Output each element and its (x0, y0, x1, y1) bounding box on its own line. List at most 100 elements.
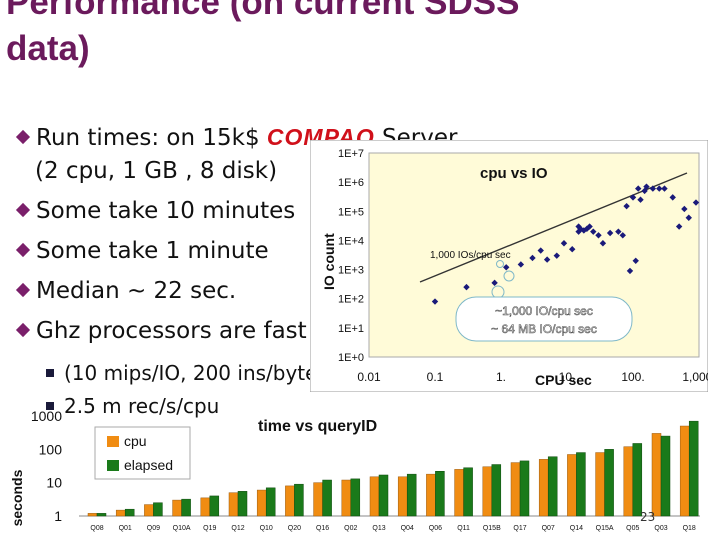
cpu-bar (454, 469, 464, 517)
cpu-bar (397, 476, 408, 517)
elapsed-bar (632, 443, 643, 517)
bar-chart-title: time vs queryID (258, 418, 377, 435)
scatter-x-tick-label: 1,000. (682, 370, 708, 384)
scatter-y-tick-label: 1E+6 (338, 177, 364, 189)
bar-x-tick-label: Q17 (513, 525, 526, 532)
elapsed-bar (350, 478, 361, 517)
scatter-y-tick-label: 1E+4 (338, 235, 364, 247)
cpu-bar (510, 462, 521, 517)
bar-x-tick-label: Q14 (570, 525, 583, 532)
bullet-text: Some take 1 minute (36, 238, 269, 264)
bullet-text: Ghz processors are fast! (36, 318, 316, 344)
scatter-point (669, 194, 676, 201)
cpu-bar (369, 476, 380, 517)
scatter-x-tick-label: 1. (496, 370, 506, 384)
bar-y-tick-label: 100 (39, 441, 63, 457)
elapsed-bar (294, 483, 304, 517)
bullet-one-minute: Some take 1 minute (15, 238, 269, 264)
scatter-y-tick-label: 1E+2 (338, 294, 364, 306)
bar-x-tick-label: Q19 (203, 525, 216, 532)
cpu-bar (228, 492, 239, 517)
bar-x-tick-label: Q11 (457, 525, 470, 532)
scatter-point (569, 246, 576, 253)
cpu-bar (538, 459, 549, 517)
scatter-y-tick-label: 1E+5 (338, 206, 364, 218)
scatter-point (637, 196, 644, 203)
diamond-bullet-icon (15, 202, 31, 218)
elapsed-bar (406, 473, 417, 517)
bullet-ten-minutes: Some take 10 minutes (15, 198, 296, 224)
bar-x-tick-label: Q15A (596, 525, 614, 532)
cpu-bar (313, 482, 323, 517)
cpu-bar (679, 425, 690, 517)
elapsed-bar (604, 449, 614, 517)
bullet-ghz: Ghz processors are fast! (15, 318, 316, 344)
scatter-point (661, 185, 668, 192)
scatter-point (619, 232, 626, 239)
elapsed-bar (435, 471, 445, 517)
square-bullet-icon (46, 402, 54, 410)
bar-x-tick-label: Q08 (90, 525, 103, 532)
elapsed-bar (519, 460, 530, 517)
bullet-run-times: Run times: on 15k$ COMPAQ Server (15, 124, 457, 151)
scatter-point (626, 267, 634, 275)
legend-elapsed-label: elapsed (124, 457, 173, 473)
subbullet-text: (10 mips/IO, 200 ins/byte) (64, 361, 326, 385)
bullet-median: Median ~ 22 sec. (15, 278, 236, 304)
cpu-bar (285, 485, 295, 517)
elapsed-bar (463, 467, 473, 517)
callout-bubble-mid (503, 270, 515, 282)
elapsed-bar (491, 464, 502, 517)
elapsed-bar (181, 498, 191, 517)
slide-title-line2: data) (6, 29, 90, 68)
scatter-annotation-iocpu: 1,000 IOs/cpu sec (430, 250, 511, 261)
cpu-bar (115, 509, 126, 517)
bar-x-tick-label: Q05 (626, 525, 639, 532)
cpu-bar (623, 446, 634, 517)
elapsed-bar (378, 474, 389, 517)
subbullet-text: 2.5 m rec/s/cpu (64, 394, 220, 418)
scatter-x-tick-label: 0.01 (357, 370, 381, 384)
elapsed-bar (124, 508, 135, 517)
scatter-point (643, 183, 650, 190)
bar-x-tick-label: Q01 (119, 525, 132, 532)
bar-x-tick-label: Q18 (683, 525, 696, 532)
bar-y-tick-label: 1000 (31, 408, 62, 424)
bar-x-tick-label: Q02 (344, 525, 357, 532)
callout-bubble-small (496, 260, 504, 268)
cpu-bar (595, 452, 605, 517)
scatter-x-tick-label: 100. (621, 370, 644, 384)
scatter-point (595, 232, 602, 239)
elapsed-bar (209, 495, 220, 517)
cpu-bar (200, 497, 211, 517)
scatter-point (503, 264, 510, 271)
scatter-point (635, 185, 642, 192)
cpu-bar (426, 473, 436, 517)
cpu-bar (87, 513, 98, 517)
cpu-vs-io-scatter-chart: cpu vs IO IO count CPU sec 1,000 IOs/cpu… (310, 140, 708, 392)
bar-x-tick-label: Q12 (231, 525, 244, 532)
bar-chart-y-label: seconds (9, 469, 25, 526)
bar-x-tick-label: Q09 (147, 525, 160, 532)
bullet-text: Some take 10 minutes (36, 198, 296, 224)
subbullet-records: 2.5 m rec/s/cpu (46, 394, 219, 418)
scatter-point (537, 247, 544, 254)
cpu-bar (341, 479, 352, 517)
slide-title: Performance (on current SDSS data) (6, 0, 519, 72)
scatter-callout (455, 296, 633, 342)
bar-x-tick-label: Q07 (542, 525, 555, 532)
scatter-x-tick-label: 10. (559, 370, 576, 384)
bullet-text: Run times: on 15k$ (36, 125, 267, 151)
scatter-x-tick-label: 0.1 (427, 370, 444, 384)
legend-cpu-swatch (107, 436, 119, 447)
bar-y-tick-label: 1 (54, 508, 62, 524)
bar-x-tick-label: Q13 (372, 525, 385, 532)
cpu-bar (567, 454, 577, 517)
scatter-y-tick-label: 1E+7 (338, 148, 364, 160)
scatter-title: cpu vs IO (480, 165, 548, 182)
slide-title-line1: Performance (on current SDSS (6, 0, 520, 22)
elapsed-bar (660, 435, 671, 517)
scatter-point (491, 279, 498, 287)
scatter-x-label: CPU sec (535, 372, 592, 388)
elapsed-bar (96, 513, 107, 517)
